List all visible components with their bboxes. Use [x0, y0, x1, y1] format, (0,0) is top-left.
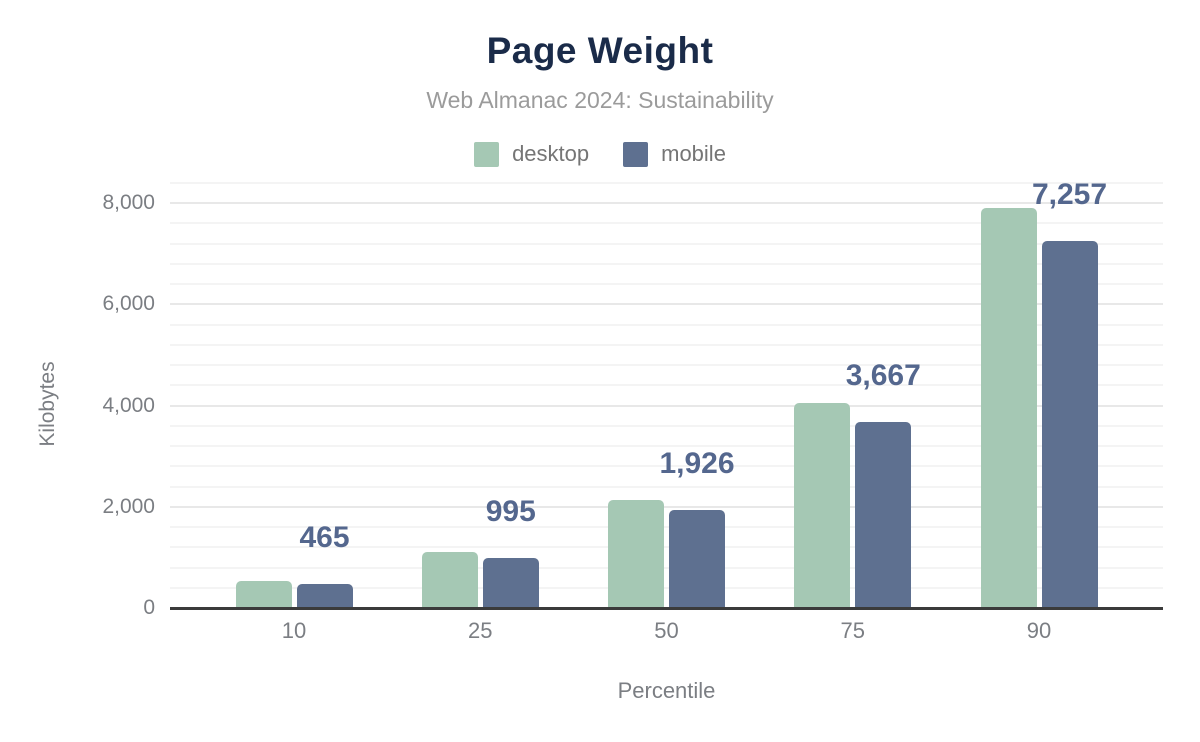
desktop-bar — [235, 581, 292, 608]
gridline — [170, 485, 1163, 488]
gridline — [170, 303, 1163, 306]
gridline — [170, 526, 1163, 528]
legend-swatch-desktop-icon — [474, 141, 500, 167]
gridline — [170, 242, 1163, 245]
mobile-bar — [1041, 240, 1098, 608]
legend-item-mobile: mobile — [623, 141, 726, 167]
value-label: 3,667 — [845, 359, 921, 393]
gridline — [170, 404, 1163, 407]
x-axis-baseline — [170, 607, 1163, 610]
y-axis-tick: 4,000 — [102, 393, 155, 417]
gridline — [170, 343, 1163, 346]
legend-item-desktop: desktop — [474, 141, 589, 167]
gridline — [170, 181, 1163, 184]
y-axis-tick: 0 — [143, 596, 155, 619]
desktop-bar — [794, 402, 851, 608]
mobile-bar — [482, 557, 539, 608]
y-axis-tick: 8,000 — [102, 191, 155, 214]
x-axis-tick: 10 — [281, 618, 307, 643]
gridline — [170, 546, 1163, 549]
gridline — [170, 283, 1163, 285]
value-label: 465 — [299, 521, 350, 555]
chart-subtitle: Web Almanac 2024: Sustainability — [426, 87, 774, 113]
x-axis-tick: 75 — [840, 618, 865, 643]
y-axis-tick: 2,000 — [102, 494, 155, 518]
x-axis-tick: 50 — [654, 618, 679, 643]
legend: desktop mobile — [0, 141, 1200, 167]
gridline — [170, 364, 1163, 366]
x-axis-label: Percentile — [617, 678, 716, 703]
value-label: 7,257 — [1031, 177, 1108, 211]
mobile-bar — [669, 510, 725, 608]
gridline — [170, 505, 1163, 508]
x-axis-tick: 25 — [468, 618, 493, 643]
mobile-bar — [296, 584, 353, 608]
gridline — [170, 586, 1163, 589]
desktop-bar — [421, 552, 478, 608]
gridline — [170, 424, 1163, 427]
gridline — [170, 566, 1163, 569]
desktop-bar — [608, 499, 664, 608]
y-axis-label: Kilobytes — [36, 361, 59, 447]
legend-label-desktop: desktop — [512, 141, 590, 166]
gridline — [170, 262, 1163, 265]
value-label: 995 — [485, 494, 536, 528]
value-label: 1,926 — [659, 447, 735, 481]
gridline — [170, 202, 1163, 204]
x-axis-tick: 90 — [1026, 618, 1052, 643]
y-axis-tick: 6,000 — [102, 292, 155, 316]
legend-swatch-mobile-icon — [623, 141, 649, 167]
gridline — [170, 465, 1163, 468]
gridline — [170, 222, 1163, 225]
legend-label-mobile: mobile — [661, 141, 726, 166]
gridline — [170, 445, 1163, 447]
gridline — [170, 384, 1163, 387]
desktop-bar — [980, 207, 1037, 608]
mobile-bar — [855, 422, 912, 608]
gridline — [170, 323, 1163, 326]
chart-title: Page Weight — [486, 30, 714, 71]
